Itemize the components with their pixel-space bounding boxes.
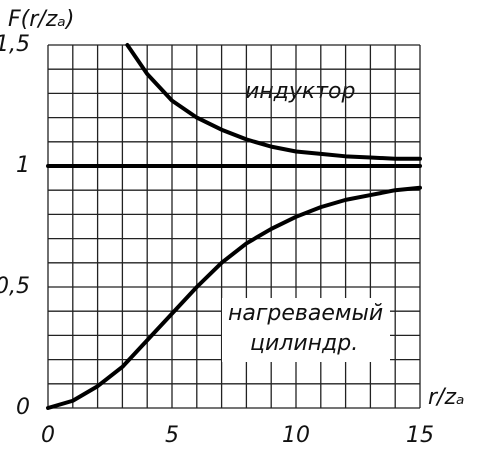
x-tick-label: 10 [282,423,310,448]
x-tick-label: 15 [406,423,434,448]
y-tick-label: 1 [16,153,30,178]
y-axis-label: F(r/zₐ) [8,7,74,32]
y-tick-label: 1,5 [0,32,30,57]
curve [46,185,422,410]
y-tick-label: 0,5 [0,274,30,299]
x-tick-label: 5 [165,423,179,448]
x-axis-label: r/zₐ [428,385,465,410]
series-label: индуктор [245,79,355,104]
curve [125,43,422,161]
y-tick-label: 0 [16,395,30,420]
label-background [222,298,390,362]
x-tick-label: 0 [41,423,55,448]
series-label: нагреваемый цилиндр. [228,301,390,356]
